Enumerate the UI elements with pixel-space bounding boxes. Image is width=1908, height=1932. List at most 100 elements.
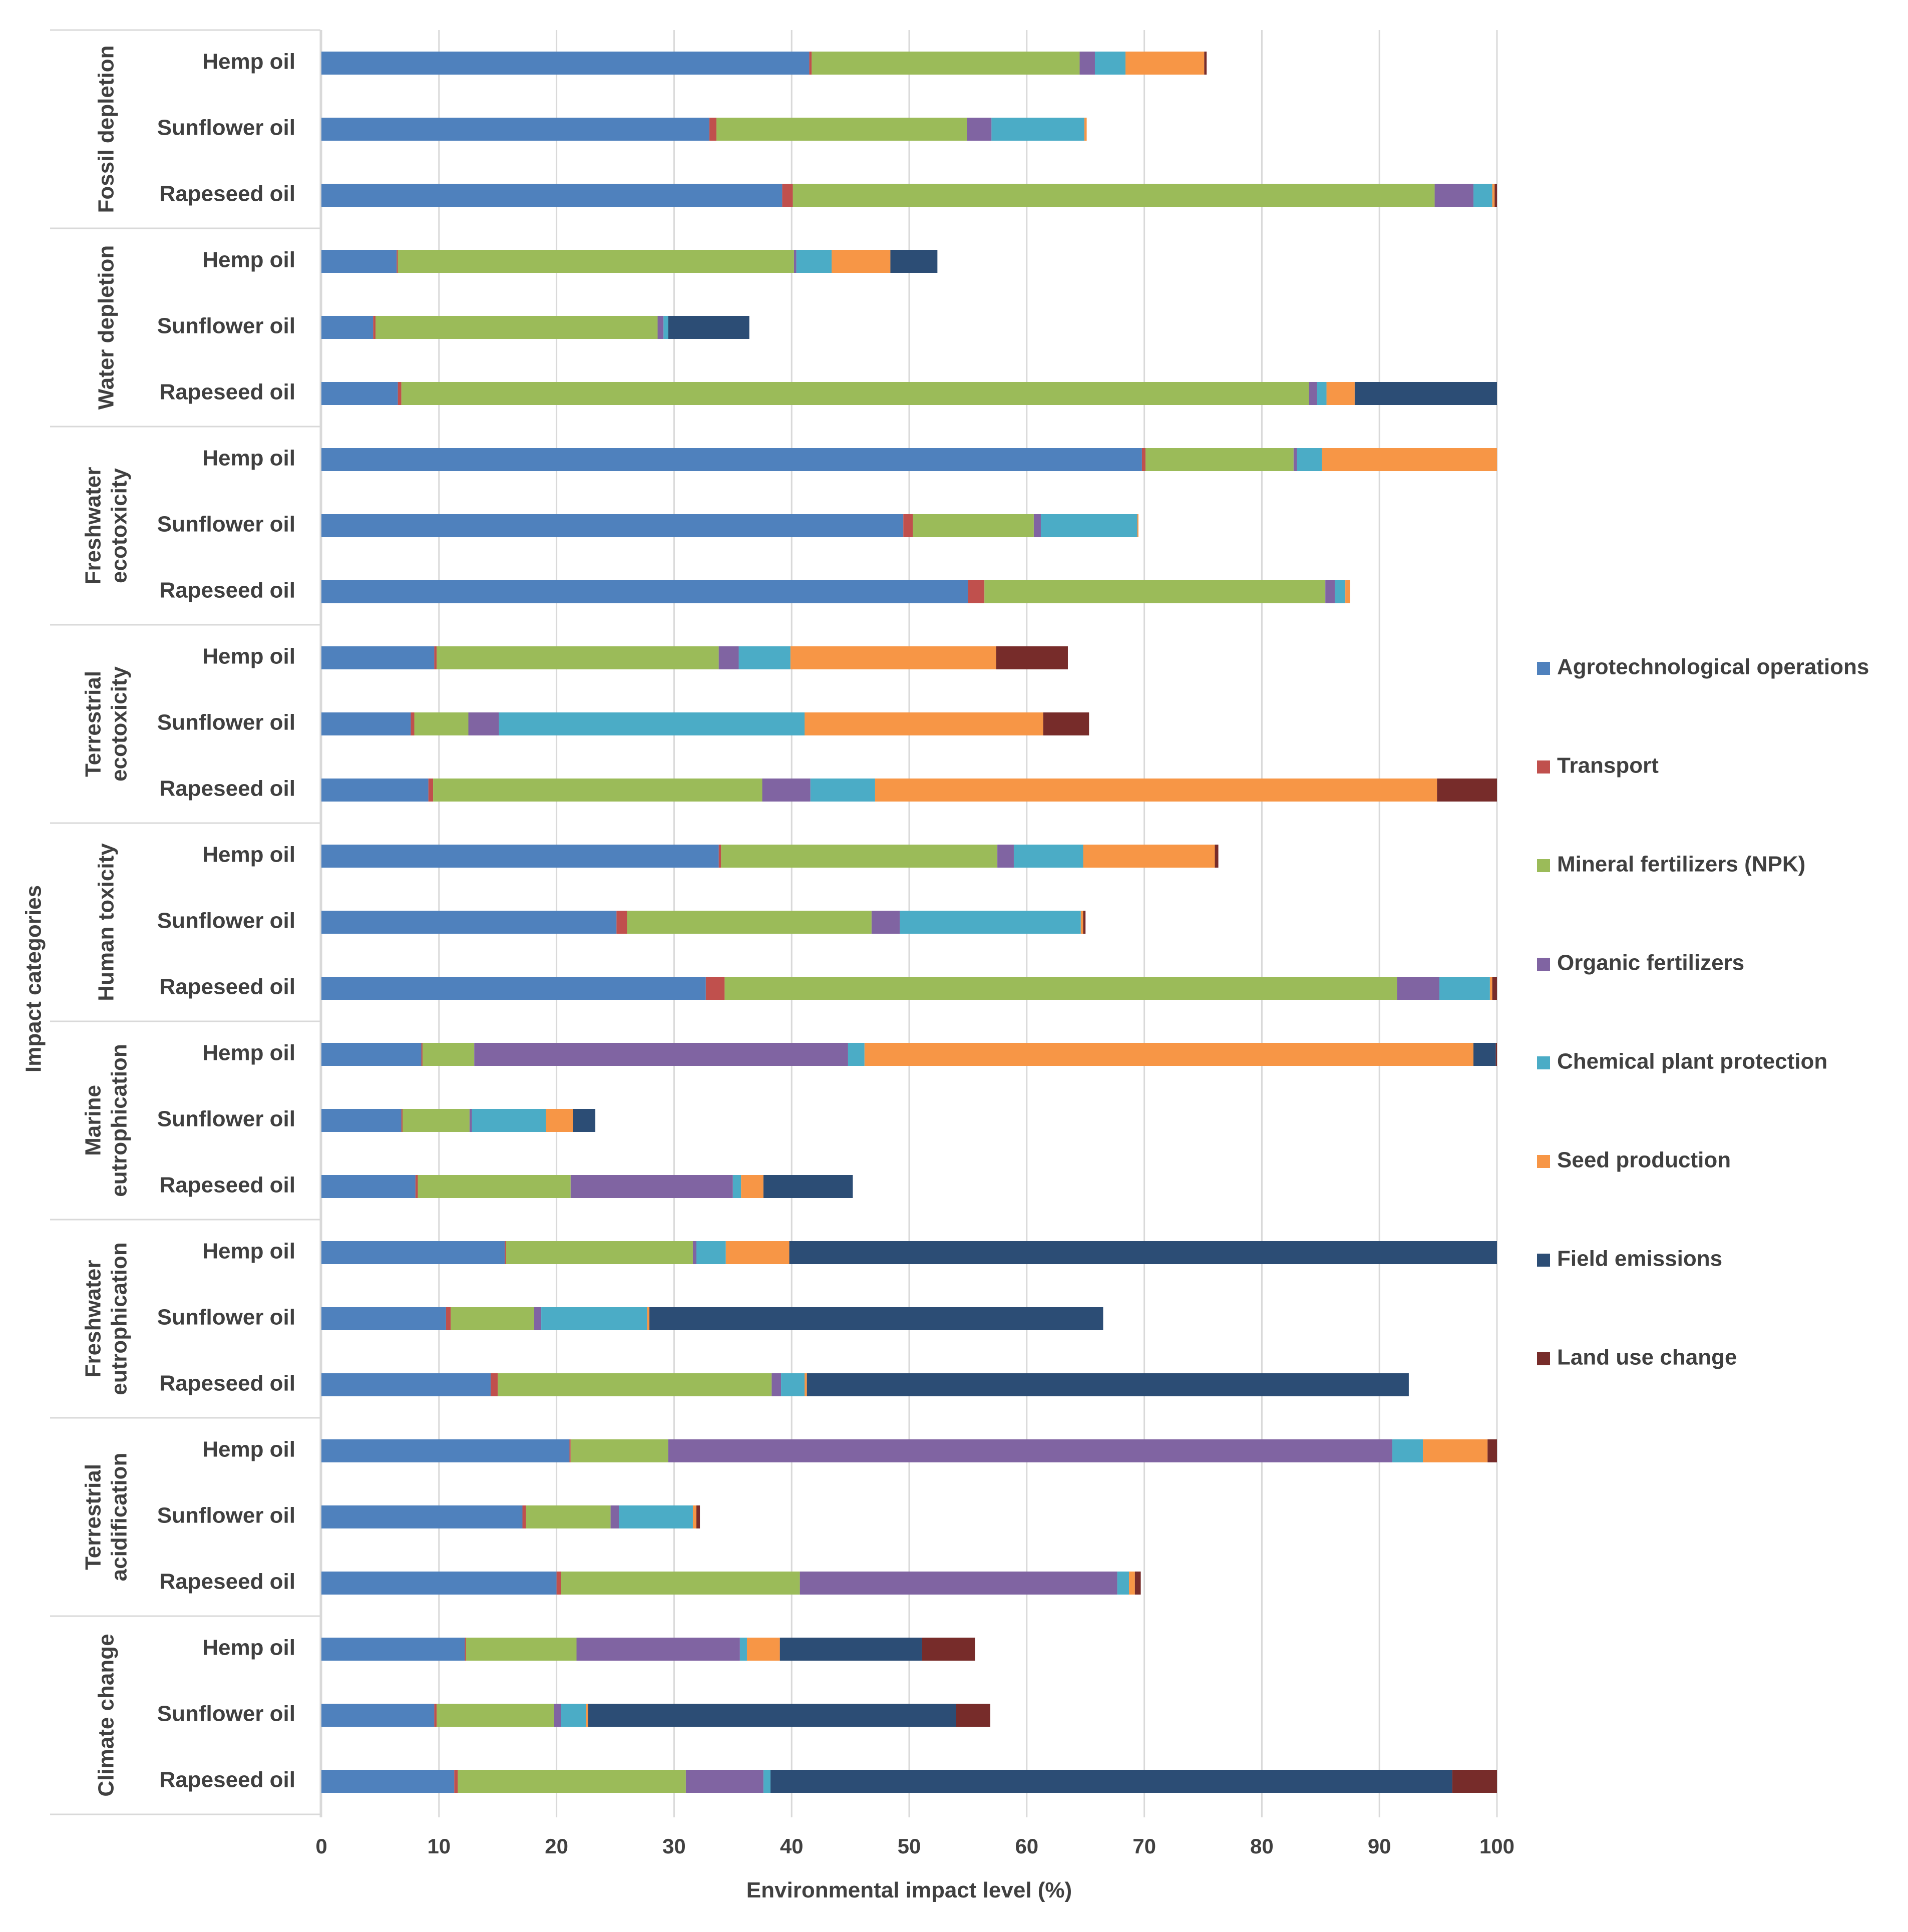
bar-segment-organic-fertilizers xyxy=(570,1175,733,1198)
bar-segment-chemical-plant-protection xyxy=(1392,1439,1423,1462)
bar-segment-seed-production xyxy=(875,779,1437,802)
bar-segment-organic-fertilizers xyxy=(610,1505,619,1528)
category-label: Freshwater xyxy=(81,467,106,585)
bar-segment-seed-production xyxy=(725,1241,790,1264)
bar-segment-chemical-plant-protection xyxy=(619,1505,693,1528)
bar-segment-field-emissions xyxy=(770,1770,1452,1793)
bar-segment-field-emissions xyxy=(807,1373,1409,1396)
bar-segment-chemical-plant-protection xyxy=(796,250,832,273)
bar-segment-land-use-change xyxy=(1495,1043,1497,1066)
bar-segment-agrotechnological-operations xyxy=(321,316,373,339)
bar-segment-transport xyxy=(415,1175,418,1198)
bar-segment-seed-production xyxy=(1345,580,1350,603)
bar-segment-land-use-change xyxy=(996,646,1068,669)
bar-label: Rapeseed oil xyxy=(160,1570,295,1594)
x-tick-label: 70 xyxy=(1132,1834,1156,1858)
legend-label: Land use change xyxy=(1557,1345,1737,1370)
category-frame xyxy=(50,29,321,1817)
bar-segment-transport xyxy=(903,514,913,537)
legend-label: Seed production xyxy=(1557,1148,1731,1173)
bar-segment-land-use-change xyxy=(696,1505,700,1528)
bar-segment-agrotechnological-operations xyxy=(321,1109,402,1132)
bar-segment-mineral-fertilizers-npk xyxy=(418,1175,571,1198)
bar-segment-mineral-fertilizers-npk xyxy=(627,911,872,934)
bar-segment-transport xyxy=(398,382,402,405)
bar-segment-organic-fertilizers xyxy=(554,1704,561,1727)
category-label: Fossil depletion xyxy=(94,46,119,213)
bar-segment-organic-fertilizers xyxy=(772,1373,782,1396)
bar-segment-agrotechnological-operations xyxy=(321,1505,523,1528)
bar-segment-seed-production xyxy=(790,646,996,669)
bar-segment-field-emissions xyxy=(890,250,938,273)
category-label: Freshwater xyxy=(81,1260,106,1378)
bar-segment-transport xyxy=(491,1373,498,1396)
bar-segment-organic-fertilizers xyxy=(762,779,811,802)
bar-segment-agrotechnological-operations xyxy=(321,1373,491,1396)
legend-label: Mineral fertilizers (NPK) xyxy=(1557,852,1805,877)
bar-segment-mineral-fertilizers-npk xyxy=(422,1043,475,1066)
bar-label: Rapeseed oil xyxy=(160,578,295,603)
bar-segment-agrotechnological-operations xyxy=(321,1638,465,1661)
bar-label: Rapeseed oil xyxy=(160,777,295,801)
bar-segment-field-emissions xyxy=(573,1109,596,1132)
bar-segment-seed-production xyxy=(741,1175,764,1198)
bar-segment-chemical-plant-protection xyxy=(1439,977,1490,1000)
bar-segment-agrotechnological-operations xyxy=(321,779,429,802)
bar-label: Sunflower oil xyxy=(157,116,295,140)
bar-label: Rapeseed oil xyxy=(160,1371,295,1396)
bar-segment-mineral-fertilizers-npk xyxy=(375,316,658,339)
bar-segment-mineral-fertilizers-npk xyxy=(433,779,762,802)
bar-segment-transport xyxy=(705,977,725,1000)
bar-segment-organic-fertilizers xyxy=(692,1241,697,1264)
bar-segment-transport xyxy=(505,1241,506,1264)
bar-segment-seed-production xyxy=(1423,1439,1488,1462)
bar-segment-field-emissions xyxy=(780,1638,922,1661)
bar-segment-agrotechnological-operations xyxy=(321,382,398,405)
bar-segment-seed-production xyxy=(1326,382,1355,405)
x-tick-label: 90 xyxy=(1368,1834,1391,1858)
bar-segment-land-use-change xyxy=(1487,1439,1497,1462)
bar-segment-seed-production xyxy=(832,250,891,273)
bar-segment-organic-fertilizers xyxy=(1033,514,1041,537)
legend-label: Transport xyxy=(1557,753,1659,778)
bar-label: Rapeseed oil xyxy=(160,182,295,206)
bar-segment-agrotechnological-operations xyxy=(321,118,709,141)
bar-segment-chemical-plant-protection xyxy=(1473,184,1492,207)
bar-segment-land-use-change xyxy=(1492,977,1497,1000)
bar-segment-mineral-fertilizers-npk xyxy=(724,977,1397,1000)
category-label: eutrophication xyxy=(107,1044,132,1197)
bar-segment-agrotechnological-operations xyxy=(321,911,617,934)
bar-segment-seed-production xyxy=(546,1109,573,1132)
bar-segment-transport xyxy=(373,316,376,339)
bar-segment-agrotechnological-operations xyxy=(321,977,706,1000)
bar-segment-chemical-plant-protection xyxy=(541,1307,647,1330)
bar-segment-field-emissions xyxy=(789,1241,1497,1264)
legend-label: Chemical plant protection xyxy=(1557,1049,1827,1074)
bar-segment-chemical-plant-protection xyxy=(696,1241,726,1264)
bar-segment-mineral-fertilizers-npk xyxy=(403,1109,470,1132)
bar-segment-seed-production xyxy=(1083,845,1215,868)
bar-segment-chemical-plant-protection xyxy=(991,118,1084,141)
bar-segment-agrotechnological-operations xyxy=(321,646,435,669)
bar-segment-mineral-fertilizers-npk xyxy=(437,1704,554,1727)
bar-segment-field-emissions xyxy=(668,316,749,339)
bar-segment-chemical-plant-protection xyxy=(499,712,805,735)
x-axis-title: Environmental impact level (%) xyxy=(746,1878,1072,1902)
bar-segment-organic-fertilizers xyxy=(576,1638,740,1661)
bar-segment-transport xyxy=(809,52,812,75)
bar-segment-organic-fertilizers xyxy=(534,1307,542,1330)
bar-segment-chemical-plant-protection xyxy=(1013,845,1083,868)
bar-segment-mineral-fertilizers-npk xyxy=(793,184,1435,207)
bar-segment-seed-production xyxy=(1084,118,1087,141)
bar-segment-organic-fertilizers xyxy=(1325,580,1335,603)
bar-segment-organic-fertilizers xyxy=(685,1770,764,1793)
bar-segment-land-use-change xyxy=(1494,184,1497,207)
bar-segment-chemical-plant-protection xyxy=(763,1770,771,1793)
category-label: Terrestrial xyxy=(81,671,106,777)
bar-label: Sunflower oil xyxy=(157,909,295,933)
bar-segment-agrotechnological-operations xyxy=(321,712,411,735)
bar-segment-chemical-plant-protection xyxy=(663,316,668,339)
bar-segment-transport xyxy=(401,1109,403,1132)
bar-label: Sunflower oil xyxy=(157,1107,295,1131)
x-tick-label: 50 xyxy=(898,1834,921,1858)
